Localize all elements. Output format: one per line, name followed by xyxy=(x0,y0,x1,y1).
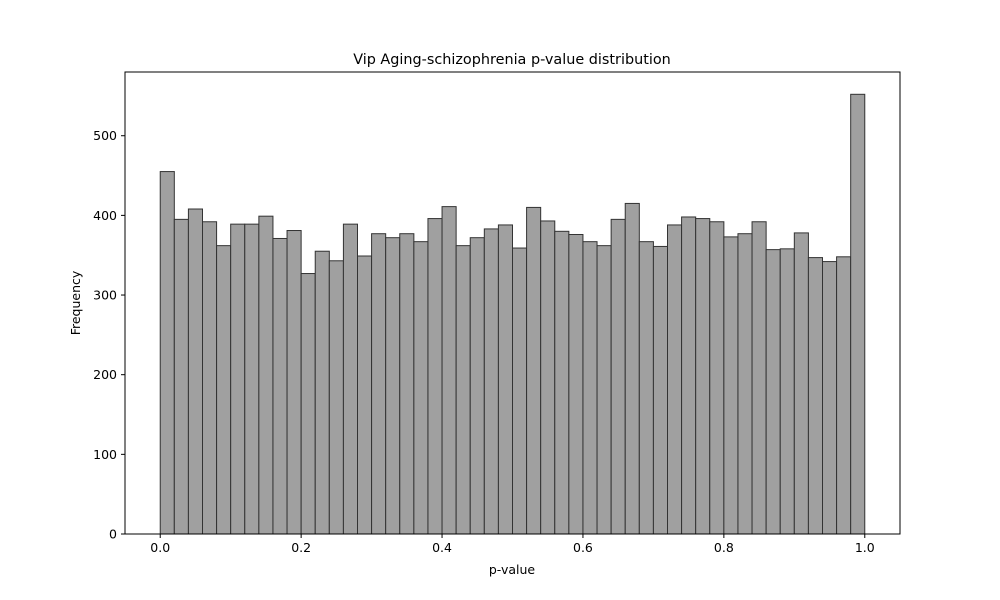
x-tick-label: 0.8 xyxy=(714,540,734,555)
y-tick-label: 0 xyxy=(109,527,117,542)
histogram-bar xyxy=(258,215,274,535)
histogram-bar xyxy=(159,171,175,535)
histogram-bar xyxy=(850,93,866,535)
histogram-bar xyxy=(624,202,640,535)
histogram-bar xyxy=(202,221,218,535)
histogram-bar xyxy=(427,218,443,535)
histogram-bar xyxy=(638,241,654,535)
histogram-bar xyxy=(737,233,753,535)
histogram-bar xyxy=(357,255,373,535)
histogram-bar xyxy=(807,257,824,535)
y-tick-label: 400 xyxy=(93,208,117,223)
histogram-bar xyxy=(173,218,189,535)
histogram-bar xyxy=(822,261,838,535)
histogram-bar xyxy=(187,208,203,535)
x-axis: 0.0 0.2 0.4 0.6 0.8 1.0 xyxy=(150,534,875,555)
x-tick-label: 0.2 xyxy=(291,540,311,555)
histogram-bar xyxy=(230,223,246,535)
x-tick-label: 0.4 xyxy=(432,540,452,555)
x-axis-label: p-value xyxy=(489,562,536,577)
histogram-bar xyxy=(723,236,739,535)
x-tick-label: 0.6 xyxy=(573,540,593,555)
histogram-bar xyxy=(244,223,260,535)
histogram-bar xyxy=(526,206,542,535)
histogram-bar xyxy=(681,216,697,535)
histogram-bar xyxy=(793,232,809,535)
histogram-bar xyxy=(328,260,344,535)
histogram-bar xyxy=(836,256,852,535)
histogram-bar xyxy=(385,237,401,535)
plot-frame xyxy=(124,71,901,535)
y-tick-label: 100 xyxy=(93,447,117,462)
histogram-bar xyxy=(610,218,626,535)
histogram-bar xyxy=(272,237,288,535)
histogram-bar xyxy=(596,245,612,535)
histogram-bar xyxy=(314,250,330,535)
histogram-bar xyxy=(779,248,795,535)
histogram-bar xyxy=(342,223,358,535)
histogram-bar xyxy=(695,218,711,535)
histogram-bar xyxy=(497,224,513,535)
histogram-bar xyxy=(371,233,387,535)
chart-title: Vip Aging-schizophrenia p-value distribu… xyxy=(353,52,671,68)
histogram-bar xyxy=(765,249,781,535)
bars-group xyxy=(159,93,866,535)
histogram-bar xyxy=(512,247,528,535)
histogram-bar xyxy=(300,273,316,535)
histogram-bar xyxy=(399,233,415,535)
x-tick-label: 1.0 xyxy=(855,540,875,555)
histogram-bar xyxy=(286,230,302,535)
histogram-bar xyxy=(652,245,669,535)
histogram-bar xyxy=(483,228,499,535)
histogram-bar xyxy=(667,224,683,535)
x-tick-label: 0.0 xyxy=(150,540,170,555)
histogram-bar xyxy=(455,245,471,535)
histogram-bar xyxy=(540,220,556,535)
histogram-bar xyxy=(441,206,457,535)
histogram-bar xyxy=(582,241,598,535)
histogram-bar xyxy=(709,221,725,535)
y-axis: 0 100 200 300 400 500 xyxy=(93,128,125,542)
histogram-bar xyxy=(216,245,232,535)
histogram-bar xyxy=(568,233,584,535)
y-axis-label: Frequency xyxy=(68,270,83,335)
y-tick-label: 300 xyxy=(93,288,117,303)
histogram-bar xyxy=(751,221,767,535)
histogram-bar xyxy=(413,241,429,535)
histogram-bar xyxy=(554,230,570,535)
y-tick-label: 500 xyxy=(93,128,117,143)
histogram-bar xyxy=(469,237,485,535)
y-tick-label: 200 xyxy=(93,367,117,382)
